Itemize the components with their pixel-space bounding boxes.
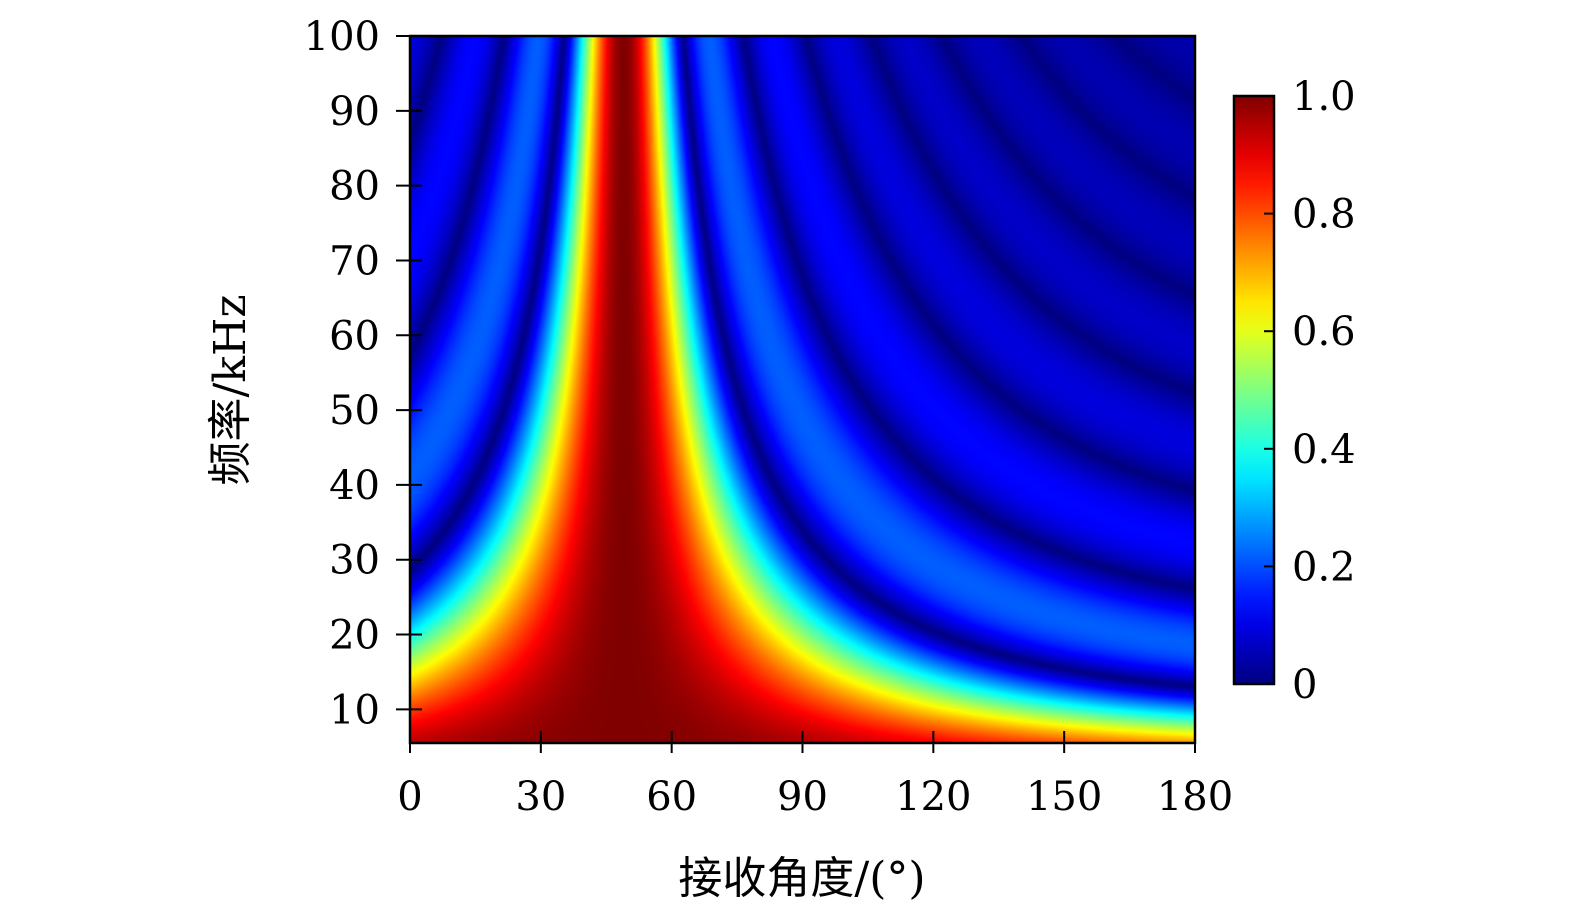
- colorbar-tick-label: 0.8: [1292, 192, 1356, 238]
- colorbar-tick-label: 1.0: [1292, 74, 1356, 120]
- y-tick-label: 100: [304, 14, 380, 60]
- y-tick-label: 80: [329, 164, 380, 210]
- x-tick-label: 0: [397, 774, 422, 820]
- x-axis-title: 接收角度/(°): [678, 853, 925, 904]
- x-tick-label: 180: [1157, 774, 1233, 820]
- y-tick-label: 70: [329, 238, 380, 284]
- y-tick-label: 10: [329, 687, 380, 733]
- x-tick-label: 150: [1026, 774, 1102, 820]
- y-tick-label: 40: [329, 463, 380, 509]
- x-axis-ticks: 0 30 60 90 120 150 180: [397, 731, 1233, 820]
- y-tick-label: 20: [329, 613, 380, 659]
- y-axis-ticks: 10 20 30 40 50 60 70 80 90 100: [304, 14, 422, 733]
- y-tick-label: 30: [329, 538, 380, 584]
- x-tick-label: 60: [646, 774, 697, 820]
- y-tick-label: 90: [329, 89, 380, 135]
- y-tick-label: 50: [329, 388, 380, 434]
- colorbar-tick-label: 0.6: [1292, 309, 1356, 355]
- x-tick-label: 30: [515, 774, 566, 820]
- x-tick-label: 120: [895, 774, 971, 820]
- colorbar-tick-label: 0.4: [1292, 427, 1356, 473]
- y-tick-label: 60: [329, 313, 380, 359]
- colorbar-tick-label: 0.2: [1292, 544, 1356, 590]
- heatmap-image: [410, 36, 1195, 743]
- x-tick-label: 90: [777, 774, 828, 820]
- colorbar: [1232, 94, 1276, 686]
- y-axis-title: 频率/kHz: [205, 294, 256, 485]
- colorbar-ticks: 0 0.2 0.4 0.6 0.8 1.0: [1264, 74, 1356, 708]
- colorbar-tick-label: 0: [1292, 662, 1317, 708]
